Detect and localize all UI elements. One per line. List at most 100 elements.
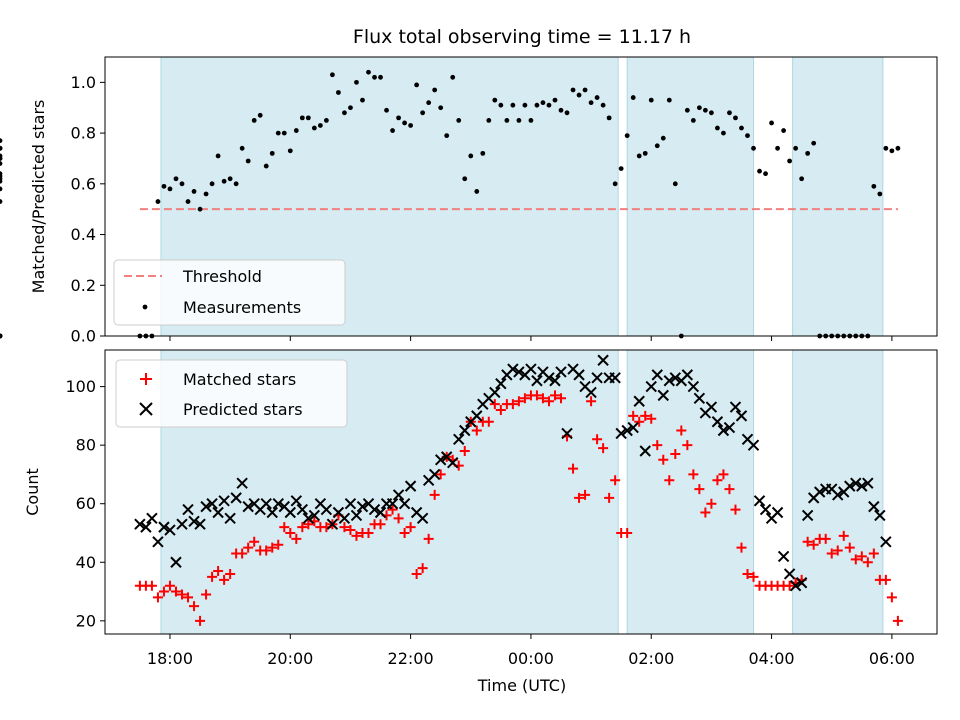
matched-star-point — [543, 396, 554, 407]
observing-band — [792, 56, 884, 337]
measurement-point — [522, 102, 528, 108]
matched-star-point — [219, 574, 230, 585]
predicted-star-point — [260, 498, 272, 510]
measurement-point — [889, 148, 895, 154]
predicted-star-point — [152, 536, 164, 548]
measurement-point — [330, 72, 335, 78]
predicted-star-point — [531, 375, 543, 387]
predicted-star-point — [856, 480, 868, 492]
predicted-star-point — [880, 536, 892, 548]
predicted-star-point — [573, 369, 585, 381]
matched-star-point — [273, 539, 284, 550]
predicted-star-point — [158, 521, 170, 533]
measurement-point — [384, 107, 389, 113]
predicted-star-point — [212, 506, 224, 519]
matched-star-point — [537, 393, 548, 404]
matched-star-point — [279, 522, 290, 533]
y-tick-label: 40 — [76, 553, 96, 572]
matched-star-point — [856, 551, 867, 562]
matched-star-point — [345, 525, 356, 536]
predicted-star-point — [242, 500, 254, 513]
matched-star-point — [664, 475, 675, 486]
predicted-star-point — [609, 372, 621, 384]
matched-star-point — [634, 416, 645, 427]
matched-star-point — [183, 592, 194, 603]
matched-star-point — [507, 399, 518, 410]
predicted-star-point — [392, 489, 405, 501]
predicted-star-point — [717, 424, 730, 437]
measurement-point — [799, 176, 805, 182]
matched-star-point — [423, 533, 434, 544]
predicted-stars-points — [135, 355, 892, 592]
matched-star-point — [519, 393, 530, 404]
matched-star-point — [297, 522, 308, 533]
matched-star-point — [706, 498, 717, 509]
matched-star-point — [393, 513, 404, 524]
predicted-star-point — [591, 372, 603, 384]
measurement-point — [209, 181, 215, 187]
measurement-point — [702, 107, 708, 113]
measurement-point — [696, 105, 702, 111]
measurement-point — [0, 161, 3, 166]
predicted-star-point — [645, 380, 657, 393]
matched-star-point — [285, 527, 296, 538]
predicted-star-point — [747, 439, 760, 451]
measurement-point — [263, 163, 269, 169]
matched-star-point — [640, 410, 651, 421]
measurement-point — [281, 130, 287, 136]
matched-stars-points — [135, 390, 903, 626]
predicted-star-point — [681, 369, 694, 381]
predicted-star-point — [813, 486, 826, 498]
predicted-star-point — [771, 506, 784, 519]
measurement-point — [311, 125, 317, 131]
x-tick-label: 18:00 — [147, 649, 193, 668]
matched-star-point — [399, 527, 410, 538]
matched-star-point — [495, 405, 506, 416]
matched-star-point — [471, 425, 482, 436]
measurement-point — [600, 102, 606, 108]
y-tick-label: 0.0 — [71, 327, 96, 346]
measurement-point — [305, 115, 311, 121]
observing-band — [792, 349, 884, 635]
measurement-point — [733, 115, 738, 121]
predicted-star-point — [783, 568, 796, 580]
measurement-point — [648, 97, 654, 103]
bottom-axes-frame — [104, 349, 938, 635]
predicted-star-point — [206, 498, 218, 510]
predicted-star-point — [844, 480, 856, 492]
predicted-star-point — [290, 495, 303, 507]
matched-star-point — [429, 489, 440, 500]
matched-star-point — [598, 443, 609, 454]
predicted-star-point — [627, 421, 639, 434]
measurement-point — [438, 105, 444, 111]
measurement-point — [624, 133, 630, 139]
measurement-point — [769, 120, 774, 126]
measurement-point — [486, 118, 492, 123]
measurement-point — [245, 158, 251, 164]
predicted-star-point — [543, 372, 555, 384]
observing-band — [626, 56, 755, 337]
predicted-star-point — [832, 489, 844, 501]
predicted-star-point — [224, 512, 236, 525]
predicted-star-point — [555, 366, 567, 378]
matched-star-point — [170, 586, 181, 597]
predicted-star-point — [585, 386, 597, 399]
measurement-point — [528, 118, 534, 123]
measurement-point — [323, 118, 329, 123]
measurement-point — [299, 115, 305, 121]
measurement-point — [558, 107, 564, 113]
measurement-point — [414, 82, 420, 88]
top-y-ticks: 0.0 0.2 0.4 0.6 0.8 1.0 — [71, 73, 105, 346]
predicted-star-point — [284, 506, 296, 519]
predicted-star-point — [868, 500, 880, 513]
matched-star-point — [243, 542, 254, 553]
predicted-star-point — [350, 509, 363, 522]
measurement-point — [709, 110, 714, 116]
predicted-star-point — [513, 366, 525, 378]
measurement-point — [618, 166, 624, 172]
measurement-point — [510, 102, 516, 108]
predicted-star-point — [789, 579, 802, 592]
top-axes: 0.0 0.2 0.4 0.6 0.8 1.0 Matched/Predicted sta… — [0, 56, 938, 346]
predicted-star-point — [525, 363, 537, 375]
predicted-star-point — [188, 515, 200, 527]
